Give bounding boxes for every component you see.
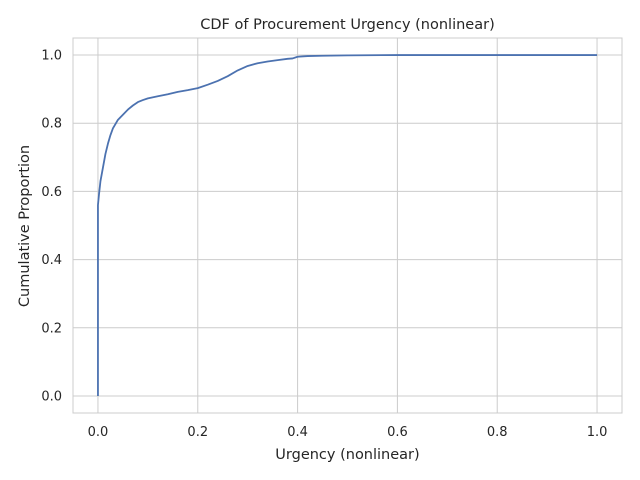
cdf-line <box>97 54 598 396</box>
plot-area <box>72 37 623 414</box>
series-layer <box>97 54 598 396</box>
y-tick-label: 0.4 <box>41 253 62 268</box>
x-axis-label: Urgency (nonlinear) <box>275 447 419 463</box>
x-tick-label: 0.6 <box>387 425 408 440</box>
x-tick-label: 0.4 <box>287 425 308 440</box>
x-tick-label: 0.8 <box>487 425 508 440</box>
y-tick-label: 0.2 <box>41 321 62 336</box>
chart-title: CDF of Procurement Urgency (nonlinear) <box>200 17 494 33</box>
x-tick-label: 1.0 <box>587 425 608 440</box>
y-tick-label: 0.0 <box>41 389 62 404</box>
tick-labels: 0.0 0.2 0.4 0.6 0.8 1.0 0.0 0.2 0.4 0.6 0.8 1.0 <box>41 49 607 440</box>
y-tick-label: 0.6 <box>41 185 62 200</box>
grid <box>73 38 622 413</box>
x-tick-label: 0.0 <box>88 425 109 440</box>
x-tick-label: 0.2 <box>187 425 208 440</box>
y-tick-label: 1.0 <box>41 49 62 64</box>
y-axis-label: Cumulative Proportion <box>17 145 33 307</box>
y-tick-label: 0.8 <box>41 117 62 132</box>
